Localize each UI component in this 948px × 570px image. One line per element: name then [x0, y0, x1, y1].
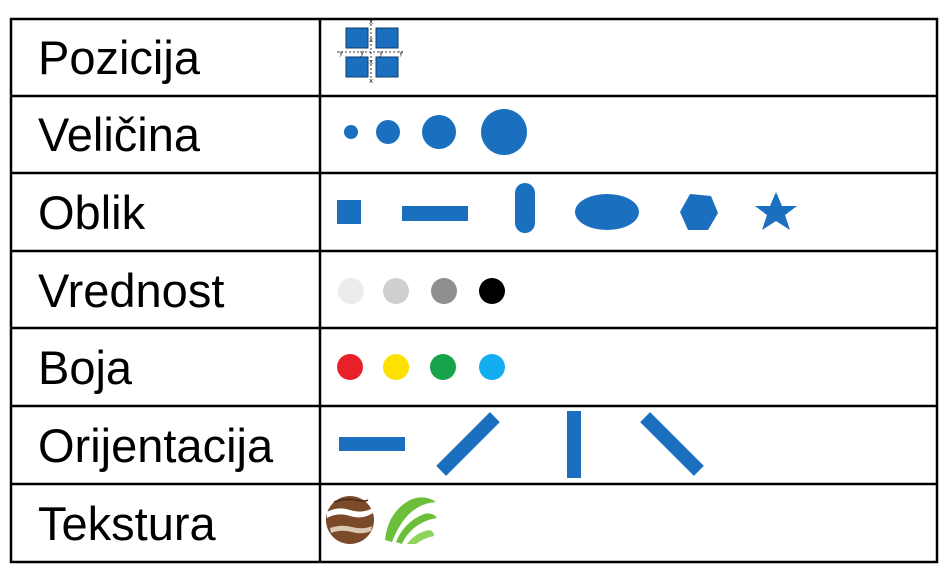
square-icon	[337, 200, 361, 224]
size-circle-l	[481, 109, 527, 155]
position-grid-icon: x x x x y y y y	[337, 18, 405, 85]
hue-circle-yellow	[383, 354, 409, 380]
orientation-bar-diagonal-down	[640, 412, 704, 476]
position-square-top-right	[375, 27, 399, 49]
hue-circle-green	[430, 354, 456, 380]
row-label-velicina: Veličina	[38, 108, 201, 161]
shape-marks	[337, 183, 797, 233]
hexagon-icon	[680, 194, 718, 230]
axis-label-x-lower: x	[369, 58, 373, 66]
size-circle-xs	[344, 125, 358, 139]
value-circle-3	[431, 278, 457, 304]
axis-label-y-inner-left: y	[360, 49, 364, 57]
row-label-orijentacija: Orijentacija	[38, 419, 274, 472]
texture-wood-icon	[326, 496, 374, 544]
pill-icon	[515, 183, 535, 233]
table-grid	[9, 17, 939, 564]
hue-circles	[337, 354, 505, 380]
texture-leaf-icon	[385, 497, 437, 544]
orientation-bar-diagonal-up	[436, 412, 500, 476]
orientation-bar-horizontal	[339, 437, 405, 451]
value-circle-2	[383, 278, 409, 304]
star-icon	[755, 192, 797, 230]
axis-label-x-bottom: x	[369, 77, 373, 85]
axis-label-x-upper: x	[369, 36, 373, 44]
size-circles	[344, 109, 527, 155]
hue-circle-red	[337, 354, 363, 380]
row-label-boja: Boja	[38, 341, 133, 394]
orientation-bars	[339, 411, 704, 478]
row-label-tekstura: Tekstura	[38, 497, 216, 550]
value-circle-1	[338, 278, 364, 304]
row-label-vrednost: Vrednost	[38, 264, 224, 317]
size-circle-s	[376, 120, 400, 144]
position-square-bottom-left	[345, 56, 369, 78]
row-label-pozicija: Pozicija	[38, 31, 201, 84]
value-circle-4	[479, 278, 505, 304]
orientation-bar-vertical	[567, 411, 581, 478]
hue-circle-cyan	[479, 354, 505, 380]
position-square-top-left	[345, 27, 369, 49]
position-square-bottom-right	[375, 56, 399, 78]
value-circles	[338, 278, 505, 304]
ellipse-icon	[575, 194, 639, 230]
axis-label-y-inner-right: y	[379, 49, 383, 57]
axis-label-x-top: x	[369, 18, 373, 26]
axis-label-y-right: y	[399, 49, 403, 57]
row-label-oblik: Oblik	[38, 186, 146, 239]
axis-label-y-left: y	[339, 49, 343, 57]
size-circle-m	[422, 115, 456, 149]
bar-icon	[402, 206, 468, 221]
